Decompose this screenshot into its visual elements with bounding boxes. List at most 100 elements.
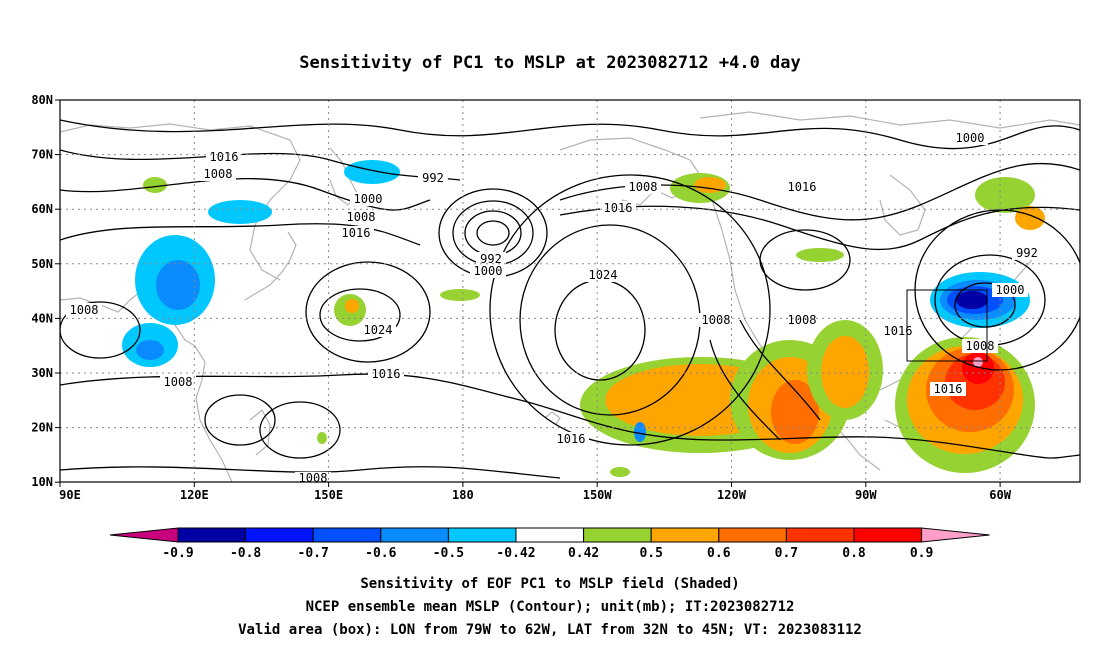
- svg-text:1016: 1016: [934, 382, 963, 396]
- lat-tick-label: 70N: [31, 148, 53, 162]
- contour-label: 1008: [295, 471, 331, 482]
- svg-text:1000: 1000: [956, 131, 985, 145]
- contour-mid-1: [60, 223, 421, 246]
- colorbar-swatch: [785, 527, 855, 543]
- lon-tick-label: 90W: [855, 488, 877, 502]
- svg-text:1016: 1016: [604, 201, 633, 215]
- axis-ticks: 80N 70N 60N 50N 40N 30N 20N 10N 90E 120E 150E 180 15…: [31, 93, 1011, 502]
- svg-text:992: 992: [422, 171, 444, 185]
- coastline-hudson-bay: [879, 174, 926, 236]
- map-frame: [59, 99, 1081, 483]
- contour-label: 992: [1012, 246, 1042, 260]
- lat-tick-label: 20N: [31, 421, 53, 435]
- svg-text:992: 992: [1016, 246, 1038, 260]
- contour-central-1: [709, 339, 781, 441]
- shade-orange-gulf: [821, 336, 869, 408]
- colorbar-swatch: [853, 527, 923, 543]
- contour-label: 1024: [360, 323, 396, 337]
- contour-label: 1016: [553, 432, 589, 446]
- lon-tick-label: 90E: [59, 488, 81, 502]
- svg-text:1008: 1008: [966, 339, 995, 353]
- contour-label: 1016: [930, 382, 966, 396]
- contour-label: 1016: [600, 201, 636, 215]
- svg-text:1000: 1000: [354, 192, 383, 206]
- lon-tick-label: 120W: [717, 488, 747, 502]
- svg-text:1016: 1016: [342, 226, 371, 240]
- svg-text:1000: 1000: [996, 283, 1025, 297]
- svg-text:1016: 1016: [884, 324, 913, 338]
- svg-text:1024: 1024: [589, 268, 618, 282]
- colorbar-label: 0.5: [639, 546, 662, 561]
- lat-tick-label: 50N: [31, 257, 53, 271]
- contour-label: 1008: [343, 210, 379, 224]
- colorbar-swatch: [650, 527, 720, 543]
- coastline-siberia: [60, 123, 301, 281]
- colorbar-swatch: [245, 527, 314, 543]
- colorbar-low-arrow: [109, 527, 179, 543]
- colorbar-label: 0.9: [910, 546, 933, 561]
- colorbar-swatch: [718, 527, 787, 543]
- shade-darkblue-east-coast: [956, 291, 988, 309]
- colorbar: -0.9 -0.8 -0.7 -0.6 -0.5 -0.42 0.42 0.5 0.6 0.7 0.…: [109, 527, 990, 561]
- shade-darkorange-mexico: [771, 380, 819, 444]
- colorbar-swatch: [515, 527, 585, 543]
- valid-area-box: [906, 289, 988, 362]
- colorbar-label: -0.5: [433, 546, 464, 561]
- contour-label: 1008: [784, 313, 820, 327]
- figure-title: Sensitivity of PC1 to MSLP at 2023082712…: [299, 53, 801, 73]
- shade-green-pacific-west: [317, 432, 327, 444]
- lon-tick-label: 180: [452, 488, 474, 502]
- contour-label: 1016: [368, 367, 404, 381]
- coastline-east-asia: [60, 291, 233, 482]
- colorbar-high-arrow: [921, 527, 990, 543]
- shade-lightblue-kamchatka: [344, 160, 400, 184]
- svg-text:1016: 1016: [557, 432, 586, 446]
- contour-label: 1016: [338, 226, 374, 240]
- colorbar-label: -0.42: [496, 546, 535, 561]
- colorbar-label: 0.6: [707, 546, 731, 561]
- colorbar-swatch: [312, 527, 382, 543]
- colorbar-label: -0.6: [365, 546, 396, 561]
- contour-label: 1008: [200, 167, 236, 181]
- shade-green-canada: [796, 248, 844, 262]
- contour-label: 1000: [952, 131, 988, 145]
- contour-label: 1016: [784, 180, 820, 194]
- map-gridlines: [60, 100, 1080, 482]
- lat-tick-label: 80N: [31, 93, 53, 107]
- contour-label: 1008: [160, 375, 196, 389]
- shade-blue-hawaii: [634, 422, 646, 442]
- coastline-canada-north: [699, 111, 1080, 129]
- svg-text:1008: 1008: [347, 210, 376, 224]
- lat-tick-label: 40N: [31, 311, 53, 325]
- shade-blue-china: [136, 340, 164, 360]
- shade-green-central-pacific: [440, 289, 480, 301]
- lon-tick-label: 60W: [989, 488, 1011, 502]
- svg-text:1016: 1016: [210, 150, 239, 164]
- coastline-philippines: [249, 409, 271, 456]
- svg-text:1008: 1008: [70, 303, 99, 317]
- caption-line-3: Valid area (box): LON from 79W to 62W, L…: [238, 622, 862, 638]
- contour-low-aleutian-4: [476, 220, 510, 246]
- contour-high-north-pacific-1: [319, 288, 401, 342]
- contour-label: 1016: [206, 150, 242, 164]
- svg-text:1008: 1008: [702, 313, 731, 327]
- contour-label: 1000: [992, 283, 1028, 297]
- svg-text:1008: 1008: [629, 180, 658, 194]
- colorbar-swatch: [380, 527, 449, 543]
- lat-tick-label: 10N: [31, 475, 53, 489]
- lon-tick-label: 120E: [180, 488, 209, 502]
- contour-central-2: [739, 319, 821, 421]
- map-panel: 1016 1008 1000 1008 1016 992 992 1000 10…: [31, 93, 1081, 502]
- colorbar-swatch: [177, 527, 247, 543]
- svg-text:1008: 1008: [204, 167, 233, 181]
- contour-label: 1008: [625, 180, 661, 194]
- colorbar-label: -0.8: [230, 546, 261, 561]
- contour-south-1: [60, 373, 1080, 459]
- contour-north-1: [60, 119, 1080, 150]
- contour-low-east-coast-1: [954, 282, 1016, 328]
- colorbar-label: -0.9: [162, 546, 193, 561]
- colorbar-label: 0.8: [842, 546, 866, 561]
- contour-label: 1008: [698, 313, 734, 327]
- contour-label: 1008: [962, 339, 998, 353]
